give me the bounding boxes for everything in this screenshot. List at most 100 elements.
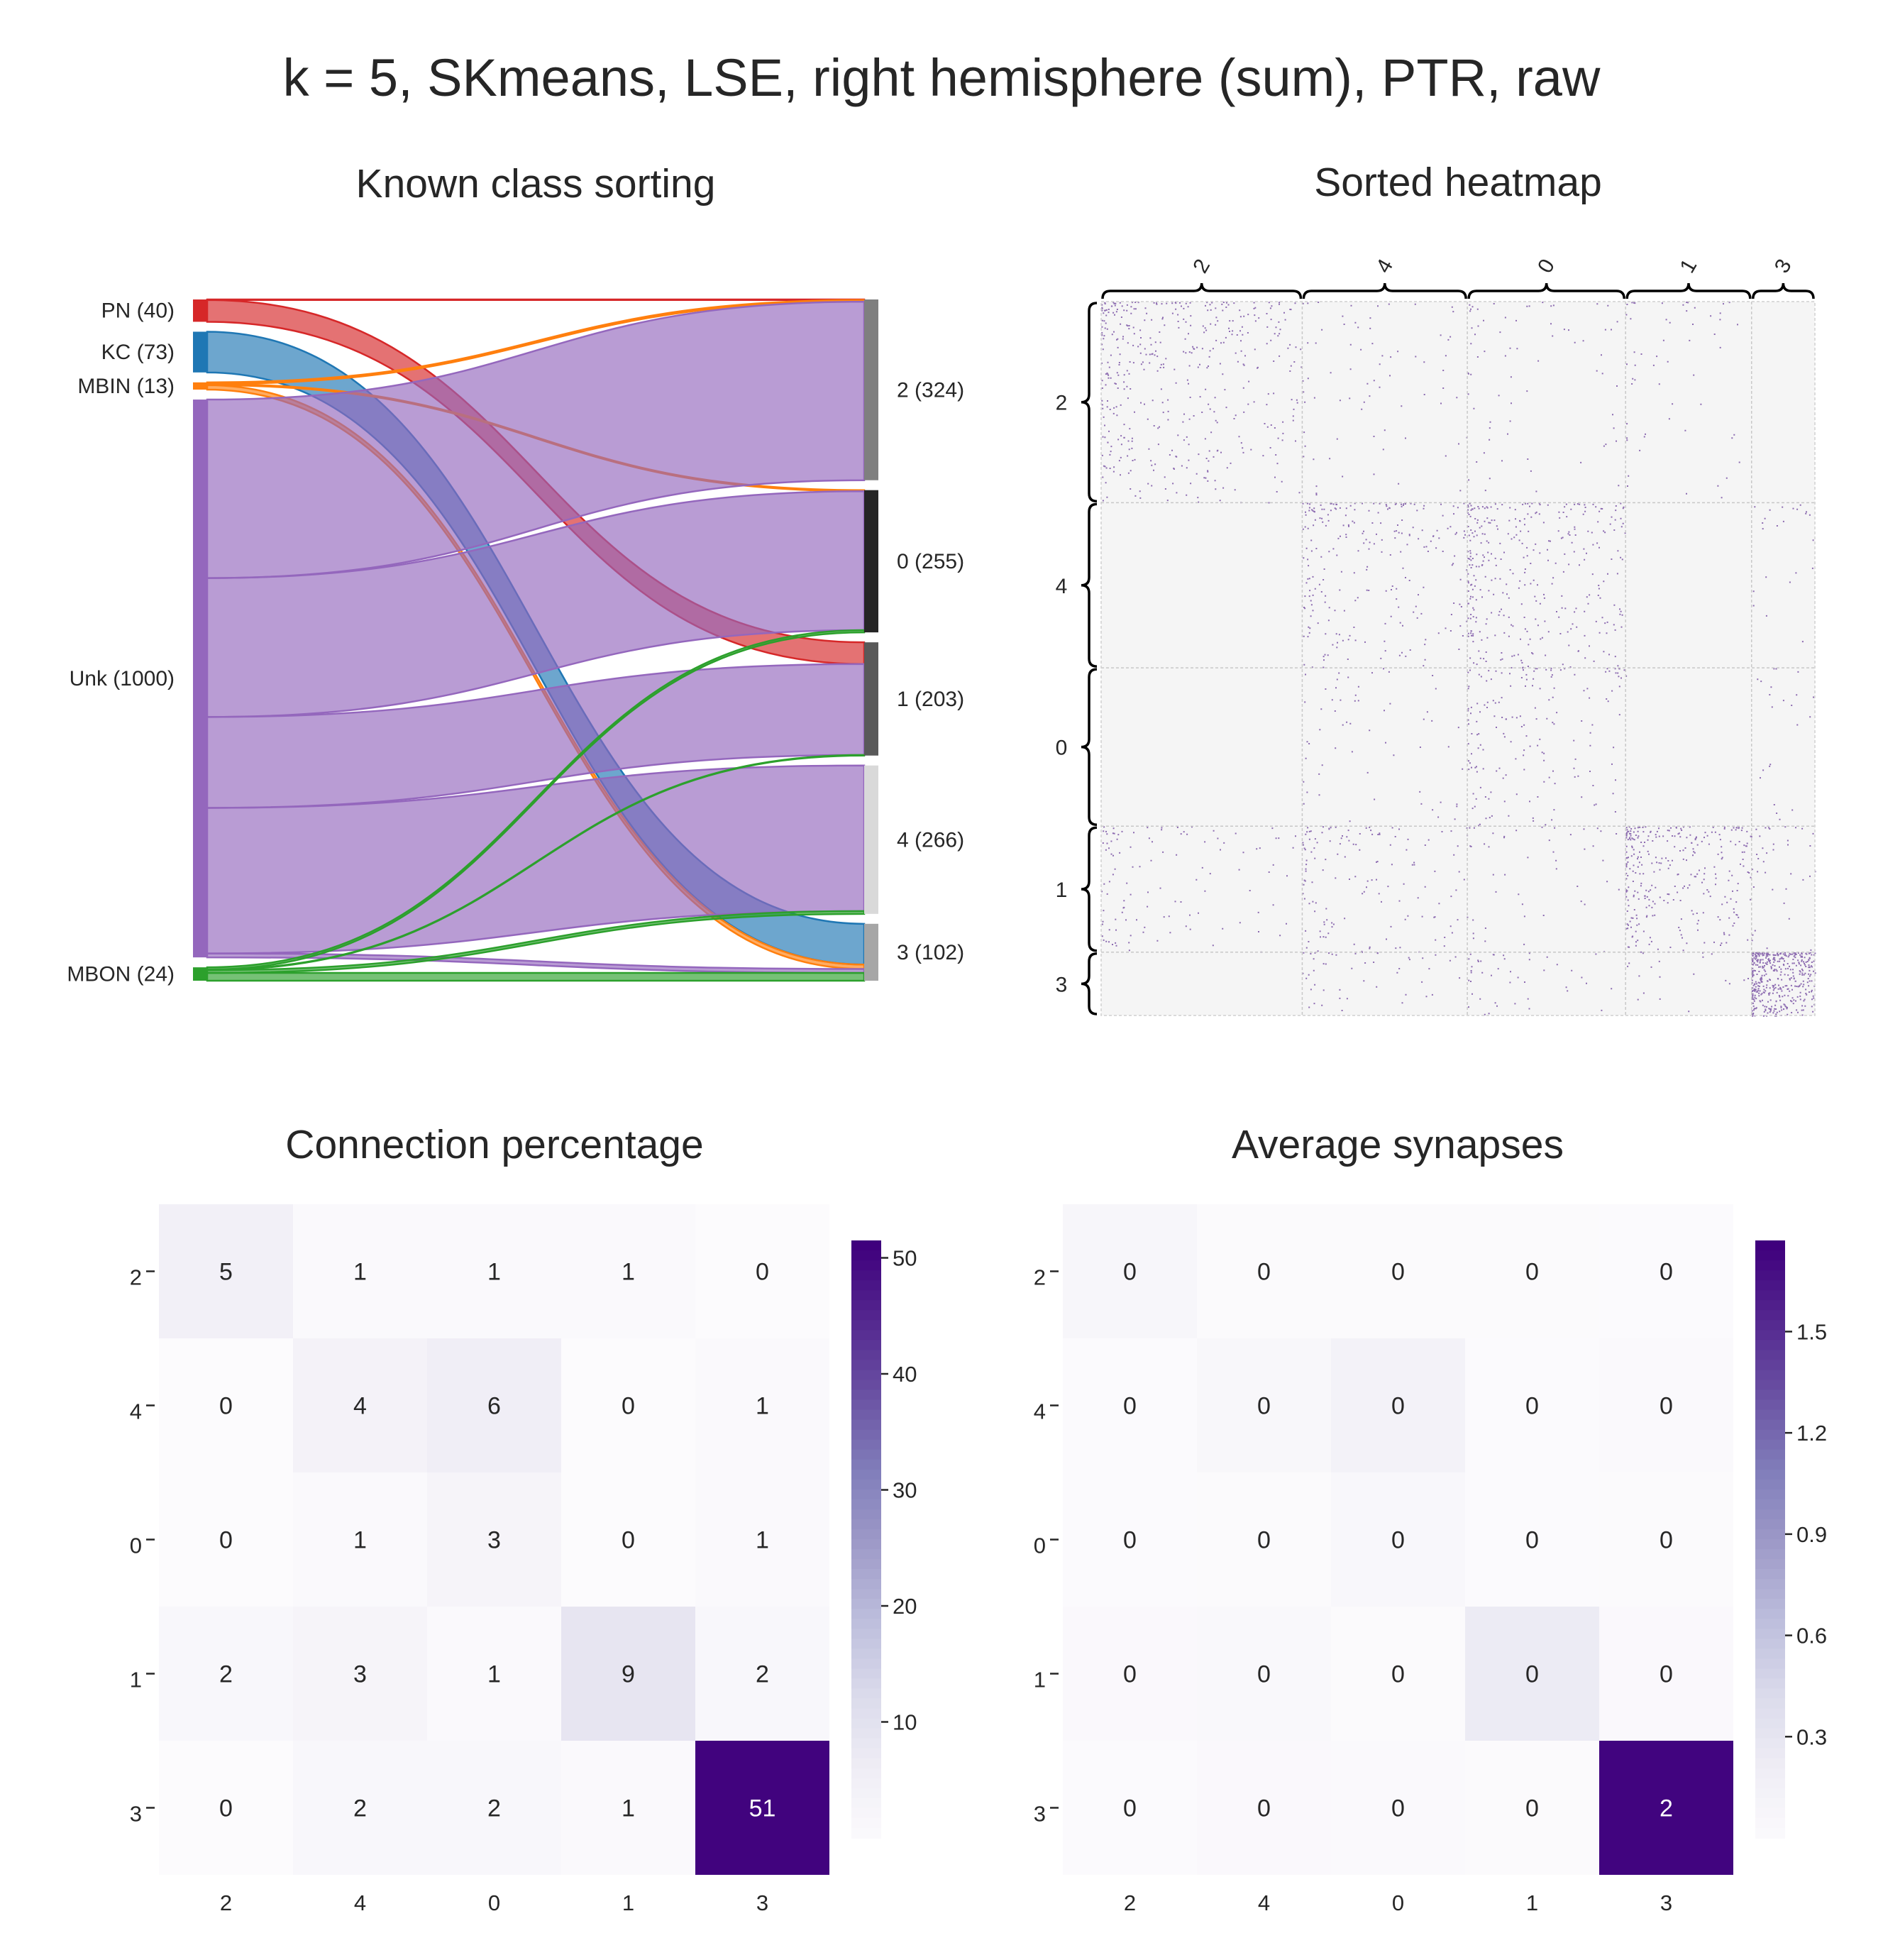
top-brace-1	[1625, 282, 1752, 299]
colorbar-segment	[1755, 1439, 1785, 1450]
y-tick-label: 2	[130, 1265, 142, 1290]
heatmap-cell	[1063, 1607, 1197, 1741]
heatmap-cell	[1063, 1472, 1197, 1607]
x-tick-label: 2	[1124, 1890, 1136, 1915]
left-brace-label-2: 2	[1056, 392, 1068, 415]
heatmap-cell	[159, 1741, 293, 1875]
colorbar-segment	[1755, 1280, 1785, 1292]
heatmap-cell	[159, 1338, 293, 1472]
connection-heatmap: 5 1 1 1 00 4 6 0 10 1 3 0 12 3 1 9 20 2 2 1 5122440011331020…	[130, 1204, 917, 1915]
cell-value: 0	[756, 1259, 769, 1286]
cell-value: 5	[219, 1259, 233, 1286]
heatmap-cell	[1197, 1338, 1331, 1472]
heatmap-cell	[293, 1472, 427, 1607]
heatmap-cell	[1465, 1472, 1599, 1607]
cell-value: 0	[1525, 1795, 1539, 1822]
colorbar-segment	[1755, 1350, 1785, 1361]
heatmap-cell	[695, 1338, 829, 1472]
cell-value: 0	[219, 1393, 233, 1420]
x-tick-label: 3	[756, 1890, 768, 1915]
cell-value: 0	[1525, 1661, 1539, 1688]
heatmap-cell	[159, 1472, 293, 1607]
heatmap-cell	[1063, 1741, 1197, 1875]
colorbar-segment	[851, 1479, 881, 1490]
colorbar-segment	[1755, 1788, 1785, 1799]
cell-value: 0	[622, 1393, 635, 1420]
heatmap-cell	[427, 1472, 561, 1607]
left-brace-0	[1081, 668, 1098, 826]
heatmap-cell	[427, 1338, 561, 1472]
target-label-4: 4 (266)	[897, 828, 964, 852]
colorbar-tick-label: 0.6	[1796, 1624, 1827, 1648]
cell-value: 2	[353, 1795, 367, 1822]
cell-value: 0	[1123, 1527, 1137, 1554]
cell-value: 6	[487, 1393, 501, 1420]
x-tick-label: 1	[622, 1890, 634, 1915]
left-brace-4	[1081, 502, 1098, 668]
cell-value: 0	[1391, 1527, 1405, 1554]
synapse-heatmap: 0 0 0 0 0 0 0 0 0 0 0 0 0 0 0 0 0 0 0 0 0 0 0 0 2 2 2 4 4 0 0 1 1 3 3 0.3 0.…	[1034, 1204, 1827, 1915]
colorbar-segment	[1755, 1489, 1785, 1500]
colorbar-tick-label: 0.9	[1796, 1522, 1827, 1547]
cell-value: 0	[1525, 1527, 1539, 1554]
sankey-chart: PN (40) KC (73) MBIN (13) Unk (1000) MBON (2…	[67, 298, 964, 986]
cell-value: 4	[353, 1393, 367, 1420]
colorbar-segment	[851, 1469, 881, 1480]
left-brace-1	[1081, 826, 1098, 952]
colorbar-segment	[851, 1778, 881, 1789]
heatmap-cell	[1599, 1741, 1733, 1875]
colorbar-segment	[851, 1419, 881, 1431]
cell-value: 0	[1257, 1259, 1271, 1286]
connection-title: Connection percentage	[285, 1122, 703, 1167]
colorbar-segment	[851, 1817, 881, 1829]
colorbar-segment	[851, 1489, 881, 1500]
x-tick-label: 3	[1660, 1890, 1672, 1915]
colorbar-segment	[1755, 1569, 1785, 1580]
flow-MBON-to-3	[206, 971, 866, 982]
colorbar-segment	[851, 1340, 881, 1351]
cell-value: 0	[1391, 1259, 1405, 1286]
cell-value: 1	[353, 1259, 367, 1286]
top-brace-label-2: 2	[1188, 255, 1215, 277]
x-tick-label: 1	[1526, 1890, 1538, 1915]
colorbar-segment	[851, 1619, 881, 1630]
colorbar-segment	[1755, 1678, 1785, 1690]
cell-value: 1	[487, 1259, 501, 1286]
top-brace-label-0: 0	[1533, 255, 1559, 277]
colorbar-segment	[851, 1459, 881, 1470]
y-tick-label: 4	[130, 1399, 142, 1424]
left-brace-label-0: 0	[1056, 737, 1068, 760]
colorbar-segment	[851, 1539, 881, 1551]
figure-title: k = 5, SKmeans, LSE, right hemisphere (s…	[283, 48, 1601, 107]
x-tick-label: 0	[1392, 1890, 1404, 1915]
colorbar-segment	[1755, 1300, 1785, 1311]
colorbar-segment	[851, 1449, 881, 1460]
colorbar-segment	[851, 1579, 881, 1590]
colorbar-segment	[1755, 1609, 1785, 1620]
colorbar-segment	[851, 1330, 881, 1341]
colorbar-segment	[1755, 1529, 1785, 1540]
target-node-0	[864, 490, 878, 633]
target-label-3: 3 (102)	[897, 941, 964, 964]
target-label-0: 0 (255)	[897, 550, 964, 573]
colorbar-segment	[851, 1668, 881, 1680]
colorbar-segment	[1755, 1419, 1785, 1431]
colorbar-segment	[1755, 1449, 1785, 1460]
colorbar-segment	[851, 1389, 881, 1401]
colorbar-segment	[1755, 1370, 1785, 1381]
y-tick-label: 3	[130, 1802, 142, 1827]
colorbar-segment	[851, 1589, 881, 1600]
colorbar-segment	[1755, 1668, 1785, 1680]
sankey-title: Known class sorting	[356, 161, 716, 207]
colorbar-segment	[851, 1708, 881, 1719]
colorbar-segment	[851, 1499, 881, 1510]
y-tick-label: 2	[1034, 1265, 1046, 1290]
colorbar-segment	[1755, 1320, 1785, 1331]
heatmap-cell	[427, 1204, 561, 1338]
colorbar-segment	[851, 1629, 881, 1640]
cell-value: 0	[1660, 1527, 1673, 1554]
top-brace-4	[1302, 282, 1467, 299]
colorbar-segment	[851, 1399, 881, 1411]
cell-value: 0	[1525, 1393, 1539, 1420]
y-tick-label: 4	[1034, 1399, 1046, 1424]
